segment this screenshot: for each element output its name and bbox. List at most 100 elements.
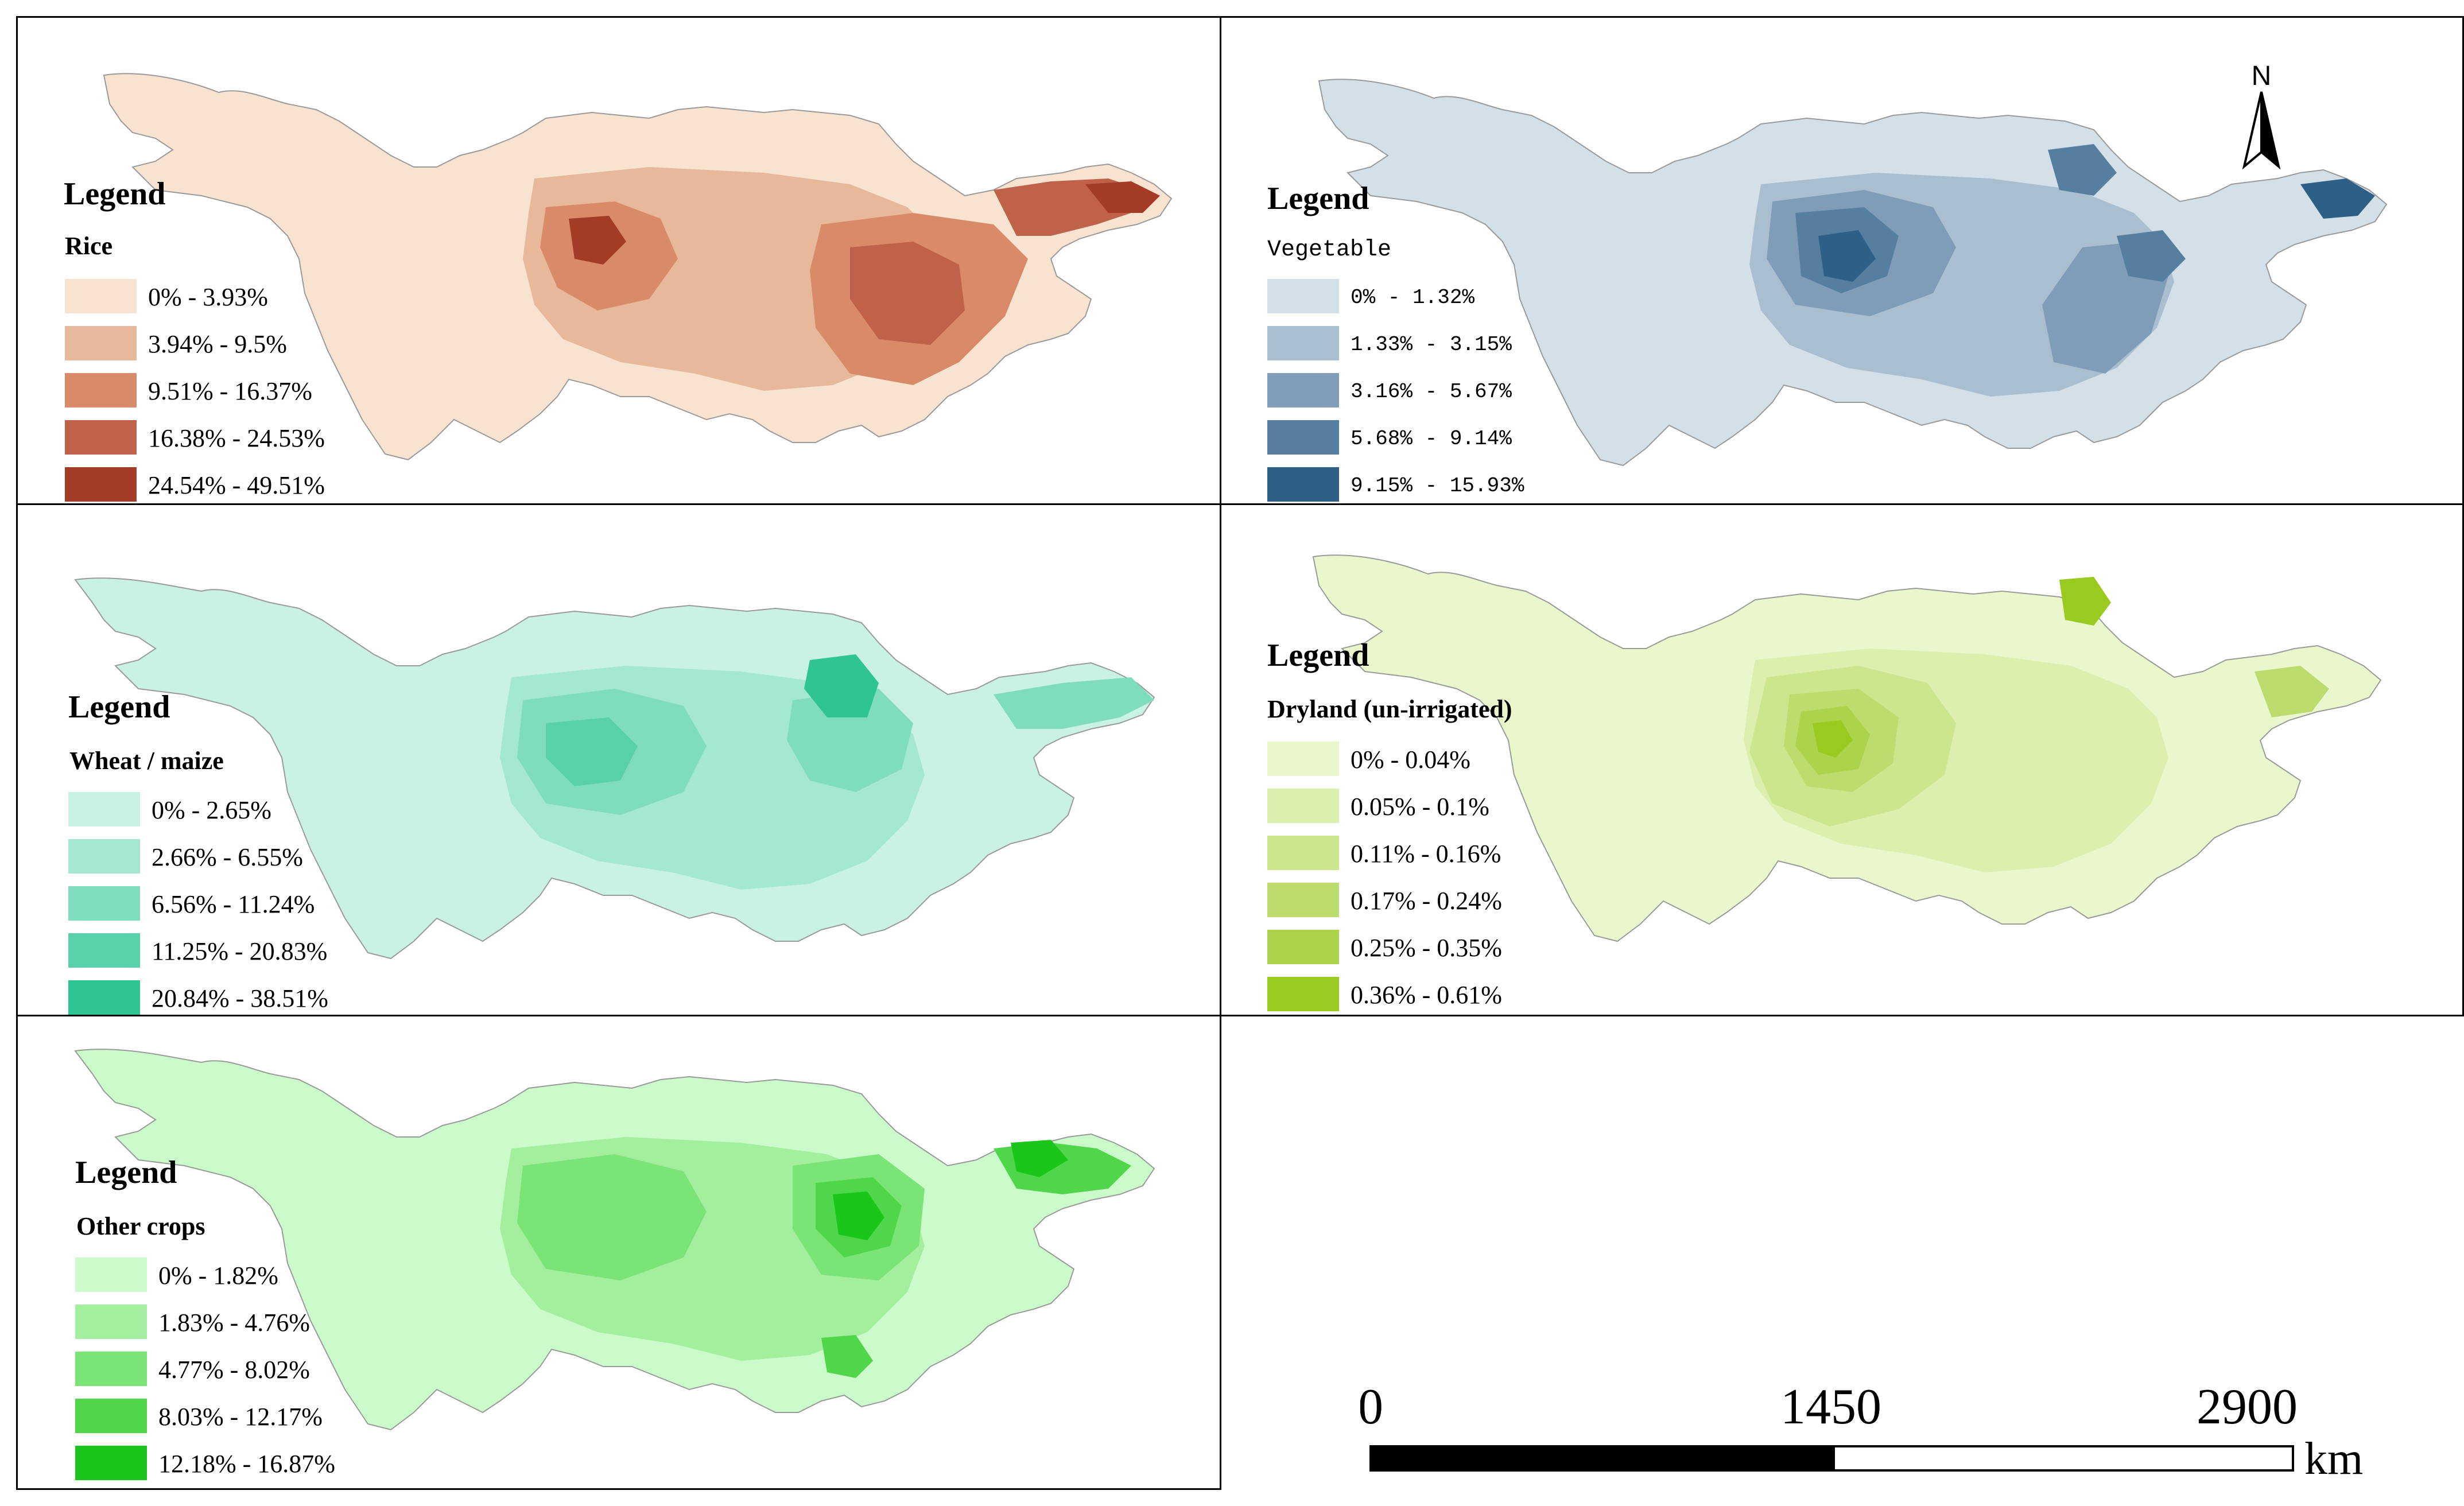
- wheat-map-panel: Legend Wheat / maize 0% - 2.65% 2.66% - …: [16, 503, 1221, 1016]
- region-class-4b: [2048, 144, 2117, 196]
- legend-swatch: [75, 1399, 147, 1433]
- legend-label: 0% - 1.82%: [158, 1262, 278, 1290]
- legend-label: 12.18% - 16.87%: [158, 1450, 335, 1478]
- region-class-5: [1085, 181, 1160, 213]
- scale-tick-1450: 1450: [1780, 1379, 1881, 1435]
- north-arrow-icon: N: [2242, 61, 2281, 170]
- legend-label: 0% - 3.93%: [148, 283, 268, 311]
- region-class-5b: [1011, 1140, 1068, 1177]
- legend-label: 4.77% - 8.02%: [158, 1356, 310, 1384]
- legend-swatch: [1267, 742, 1339, 776]
- region-class-4: [546, 717, 638, 786]
- legend-subtitle: Dryland (un-irrigated): [1267, 695, 1512, 723]
- legend-label: 3.16% - 5.67%: [1351, 380, 1512, 403]
- legend-label: 3.94% - 9.5%: [148, 330, 287, 358]
- scale-bar-graphic: 0 1450 2900 km: [1358, 1379, 2363, 1484]
- region-class-5: [804, 654, 879, 717]
- wheat-map: [74, 577, 1155, 960]
- scale-segment-filled: [1369, 1445, 1835, 1472]
- rice-map-panel: Legend Rice 0% - 3.93% 3.94% - 9.5% 9.51…: [16, 16, 1221, 505]
- region-class-3c: [994, 677, 1154, 729]
- legend-swatch: [65, 326, 137, 360]
- region-class-5b: [569, 216, 626, 265]
- legend-label: 1.83% - 4.76%: [158, 1309, 310, 1337]
- scale-segment-empty: [1833, 1445, 2294, 1472]
- legend-swatch: [65, 279, 137, 313]
- legend-subtitle: Wheat / maize: [69, 747, 224, 775]
- scale-bar: 0 1450 2900 km: [1358, 1372, 2393, 1498]
- legend-swatch: [1267, 930, 1339, 964]
- dryland-map: [1312, 554, 2382, 942]
- legend-label: 0% - 0.04%: [1351, 746, 1470, 774]
- legend-swatch: [1267, 373, 1339, 407]
- scale-unit: km: [2304, 1434, 2363, 1484]
- legend-swatch: [1267, 789, 1339, 823]
- vegetable-map-panel: Legend Vegetable 0% - 1.32% 1.33% - 3.15…: [1220, 16, 2464, 505]
- legend-swatch: [75, 1446, 147, 1480]
- legend-label: 9.15% - 15.93%: [1351, 474, 1524, 498]
- legend-label: 11.25% - 20.83%: [152, 937, 328, 965]
- legend-swatch: [1267, 326, 1339, 360]
- legend-swatch: [1267, 279, 1339, 313]
- legend-label: 6.56% - 11.24%: [152, 890, 315, 918]
- legend-swatch: [65, 467, 137, 502]
- legend-title: Legend: [75, 1155, 177, 1190]
- legend-label: 0.11% - 0.16%: [1351, 840, 1501, 868]
- legend-title: Legend: [1267, 638, 1369, 673]
- legend-swatch: [68, 933, 140, 968]
- legend-label: 0% - 1.32%: [1351, 286, 1475, 309]
- legend-label: 2.66% - 6.55%: [152, 843, 303, 871]
- legend-swatch: [1267, 420, 1339, 455]
- legend-swatch: [68, 886, 140, 921]
- legend-swatch: [1267, 836, 1339, 870]
- legend-label: 0.25% - 0.35%: [1351, 934, 1502, 962]
- region-class-5: [833, 1191, 884, 1240]
- legend-swatch: [65, 420, 137, 455]
- vegetable-map: [1318, 79, 2388, 467]
- legend-swatch: [75, 1257, 147, 1292]
- scale-tick-2900: 2900: [2197, 1379, 2298, 1435]
- north-arrow: N: [2227, 57, 2296, 184]
- region-class-4c: [821, 1335, 873, 1378]
- legend-swatch: [68, 792, 140, 826]
- north-label: N: [2252, 61, 2272, 91]
- legend-label: 0.17% - 0.24%: [1351, 887, 1502, 915]
- legend-swatch: [1267, 883, 1339, 917]
- legend-swatch: [1267, 977, 1339, 1011]
- legend-label: 1.33% - 3.15%: [1351, 333, 1512, 356]
- region-class-5: [1818, 230, 1876, 282]
- dryland-map-panel: Legend Dryland (un-irrigated) 0% - 0.04%…: [1220, 503, 2464, 1016]
- region-class-4b: [2255, 666, 2329, 717]
- rice-map: [103, 73, 1173, 461]
- legend-title: Legend: [68, 689, 170, 725]
- legend-label: 24.54% - 49.51%: [148, 471, 325, 499]
- scale-tick-0: 0: [1360, 1379, 1383, 1435]
- legend-subtitle: Vegetable: [1267, 237, 1392, 263]
- region-class-6: [1813, 720, 1853, 758]
- legend-title: Legend: [64, 176, 166, 212]
- legend-label: 0.05% - 0.1%: [1351, 793, 1489, 821]
- legend-label: 9.51% - 16.37%: [148, 377, 312, 405]
- region-class-3: [517, 1154, 707, 1280]
- other-crops-map-panel: Legend Other crops 0% - 1.82% 1.83% - 4.…: [16, 1015, 1221, 1490]
- legend-label: 8.03% - 12.17%: [158, 1403, 323, 1431]
- legend-swatch: [75, 1305, 147, 1339]
- legend-label: 16.38% - 24.53%: [148, 424, 325, 452]
- legend-swatch: [68, 980, 140, 1015]
- legend-swatch: [1267, 467, 1339, 502]
- region-class-6b: [2059, 577, 2111, 626]
- legend-subtitle: Other crops: [76, 1212, 205, 1240]
- region-class-4: [850, 242, 965, 345]
- legend-swatch: [68, 839, 140, 874]
- legend-label: 20.84% - 38.51%: [152, 984, 328, 1012]
- other-crops-map: [74, 1049, 1155, 1431]
- region-class-4c: [2117, 230, 2186, 282]
- legend-title: Legend: [1267, 181, 1369, 216]
- legend-label: 0% - 2.65%: [152, 796, 271, 824]
- legend-label: 0.36% - 0.61%: [1351, 981, 1502, 1009]
- region-class-5b: [2300, 178, 2375, 219]
- legend-subtitle: Rice: [65, 232, 113, 260]
- legend-swatch: [75, 1352, 147, 1386]
- legend-label: 5.68% - 9.14%: [1351, 427, 1512, 451]
- region-class-3b: [787, 689, 913, 792]
